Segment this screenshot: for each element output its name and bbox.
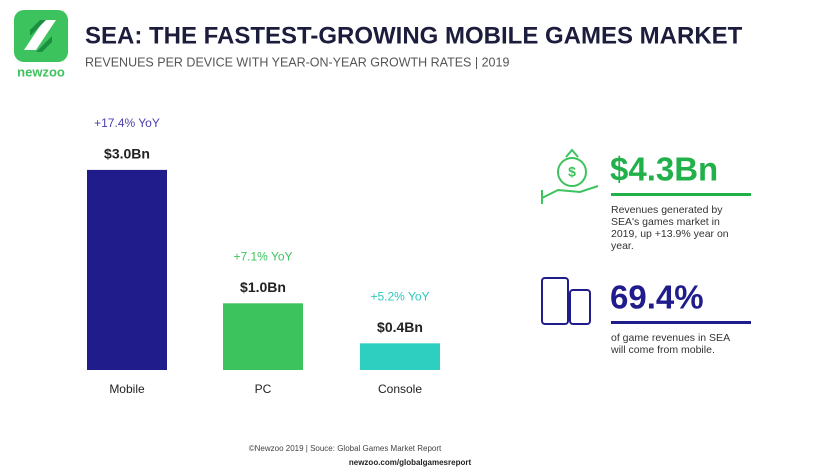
growth-label: +5.2% YoY: [370, 289, 429, 303]
title: SEA: THE FASTEST-GROWING MOBILE GAMES MA…: [85, 22, 743, 49]
category-label: PC: [255, 382, 272, 396]
stat-description: year.: [611, 240, 634, 252]
category-label: Console: [378, 382, 422, 396]
value-label: $3.0Bn: [104, 146, 150, 162]
money-icon: [541, 148, 599, 204]
stat-underline: [611, 321, 751, 324]
value-label: $1.0Bn: [240, 279, 286, 295]
stat-description: 2019, up +13.9% year on: [611, 228, 729, 240]
category-label: Mobile: [109, 382, 145, 396]
value-label: $0.4Bn: [377, 319, 423, 335]
stat-description: of game revenues in SEA: [611, 332, 730, 344]
phone-icon: [541, 277, 591, 325]
stat-description: Revenues generated by: [611, 204, 723, 216]
footer-source: ©Newzoo 2019 | Souce: Global Games Marke…: [249, 444, 442, 453]
bar: [87, 169, 167, 370]
bar: [360, 343, 440, 370]
dollar-icon: $: [568, 164, 576, 180]
growth-label: +17.4% YoY: [94, 116, 160, 130]
growth-label: +7.1% YoY: [233, 249, 292, 263]
logo-text: newzoo: [17, 64, 65, 79]
logo: [14, 10, 68, 62]
stat-value: $4.3Bn: [610, 151, 718, 188]
stat-value: 69.4%: [610, 279, 704, 316]
subtitle: REVENUES PER DEVICE WITH YEAR-ON-YEAR GR…: [85, 55, 509, 69]
bar: [223, 303, 303, 370]
stat-description: SEA's games market in: [611, 216, 720, 228]
footer-url: newzoo.com/globalgamesreport: [349, 458, 472, 467]
stat-description: will come from mobile.: [610, 344, 715, 356]
stat-underline: [611, 193, 751, 196]
